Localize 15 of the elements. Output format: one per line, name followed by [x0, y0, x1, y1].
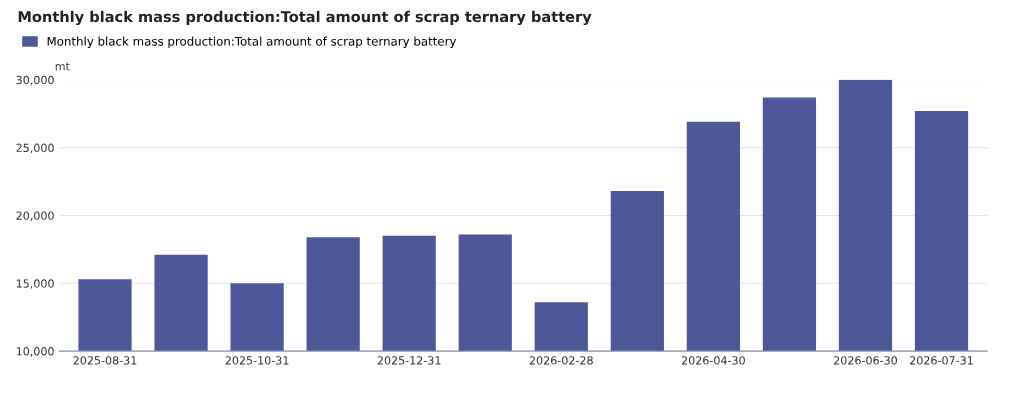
y-tick-label: 30,000 [16, 75, 54, 86]
x-tick-label: 2026-07-31 [910, 356, 973, 365]
y-tick-label: 10,000 [16, 347, 54, 357]
x-tick-label: 2026-02-28 [529, 356, 593, 365]
x-tick-label: 2025-10-31 [225, 356, 289, 365]
x-tick-label: 2026-04-30 [681, 356, 745, 365]
x-tick-label: 2025-08-31 [73, 356, 137, 365]
x-tick-label: 2025-12-31 [377, 356, 441, 365]
y-axis-title: mt [55, 62, 70, 71]
y-tick-label: 25,000 [16, 143, 54, 154]
y-tick-label: 15,000 [16, 279, 54, 289]
legend-label: Monthly black mass production:Total amount of scrap ternary battery [47, 36, 457, 48]
y-tick-label: 20,000 [16, 211, 54, 221]
chart-title: Monthly black mass production:Total amount of scrap ternary battery [18, 10, 592, 26]
x-tick-label: 2026-06-30 [833, 356, 898, 365]
